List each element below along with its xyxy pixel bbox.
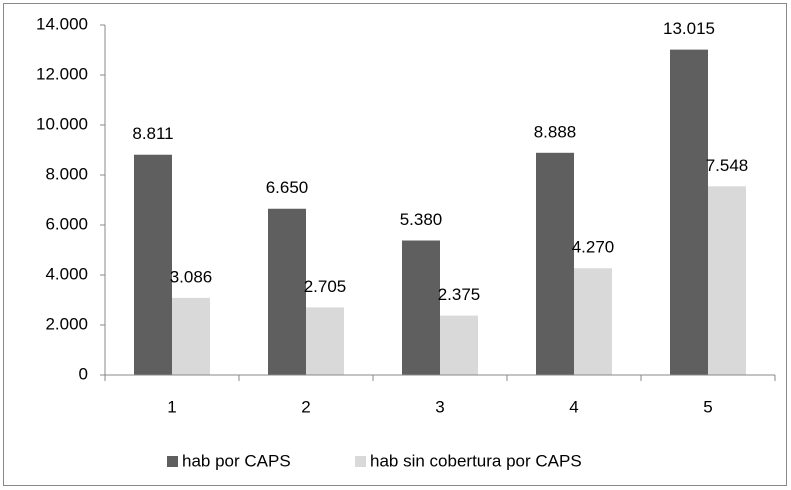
y-tick-label: 6.000 (45, 214, 88, 233)
value-label: 8.811 (132, 124, 173, 143)
value-label: 3.086 (170, 267, 213, 286)
value-label: 13.015 (663, 19, 715, 38)
y-tick-label: 14.000 (36, 14, 88, 33)
y-tick-label: 10.000 (36, 114, 88, 133)
bar (708, 186, 746, 375)
bar (574, 268, 612, 375)
value-label: 6.650 (266, 178, 309, 197)
bar (172, 297, 210, 375)
x-tick-label: 2 (301, 397, 310, 416)
value-label: 5.380 (400, 210, 443, 229)
y-tick-label: 8.000 (45, 164, 88, 183)
y-tick-label: 0 (79, 364, 88, 383)
bar (402, 240, 440, 375)
bar (670, 49, 708, 375)
chart-border (3, 3, 787, 486)
legend-swatch (355, 456, 366, 467)
legend-label: hab por CAPS (182, 451, 291, 470)
value-label: 8.888 (534, 122, 577, 141)
x-tick-label: 4 (569, 397, 578, 416)
x-tick-label: 3 (435, 397, 444, 416)
x-tick-label: 1 (167, 397, 176, 416)
x-tick-label: 5 (703, 397, 712, 416)
bar (440, 315, 478, 375)
bar (536, 152, 574, 375)
value-label: 2.705 (304, 277, 347, 296)
y-tick-label: 2.000 (45, 314, 88, 333)
legend-label: hab sin cobertura por CAPS (370, 451, 582, 470)
value-label: 7.548 (706, 156, 749, 175)
bar (134, 154, 172, 375)
y-tick-label: 12.000 (36, 64, 88, 83)
bar (268, 208, 306, 375)
legend-swatch (167, 456, 178, 467)
bar (306, 307, 344, 375)
y-tick-label: 4.000 (45, 264, 88, 283)
value-label: 4.270 (572, 238, 615, 257)
value-label: 2.375 (438, 285, 481, 304)
